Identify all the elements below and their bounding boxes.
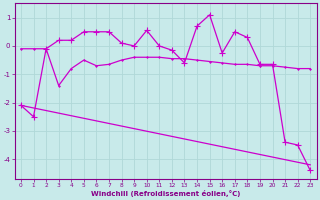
X-axis label: Windchill (Refroidissement éolien,°C): Windchill (Refroidissement éolien,°C) — [91, 190, 240, 197]
